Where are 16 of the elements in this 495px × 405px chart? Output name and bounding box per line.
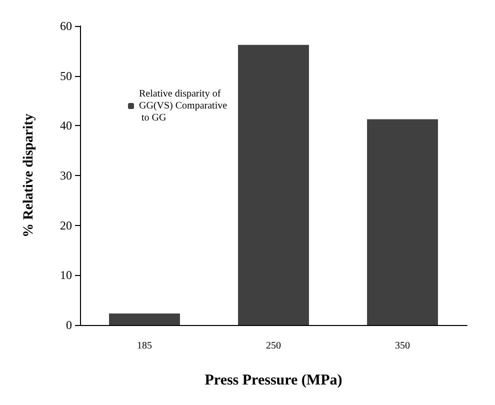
y-tick-label: 20: [60, 218, 72, 232]
y-tick-label: 50: [60, 68, 72, 83]
y-tick-label: 30: [60, 168, 72, 182]
bar: [109, 314, 180, 325]
y-tick-label: 0: [66, 318, 72, 332]
x-tick-label: 350: [395, 340, 410, 352]
bar: [367, 119, 438, 325]
legend-label: Relative disparity of GG(VS) Comparative to GG: [139, 88, 228, 124]
x-tick-label: 250: [266, 340, 281, 352]
x-axis-title: Press Pressure (MPa): [204, 372, 342, 388]
y-tick-label: 10: [60, 268, 72, 282]
y-axis-title: % Relative disparity: [22, 114, 36, 238]
bar: [238, 44, 309, 325]
y-tick-label: 40: [60, 118, 72, 133]
y-tick-label: 60: [60, 19, 72, 33]
x-tick-label: 185: [137, 340, 152, 352]
